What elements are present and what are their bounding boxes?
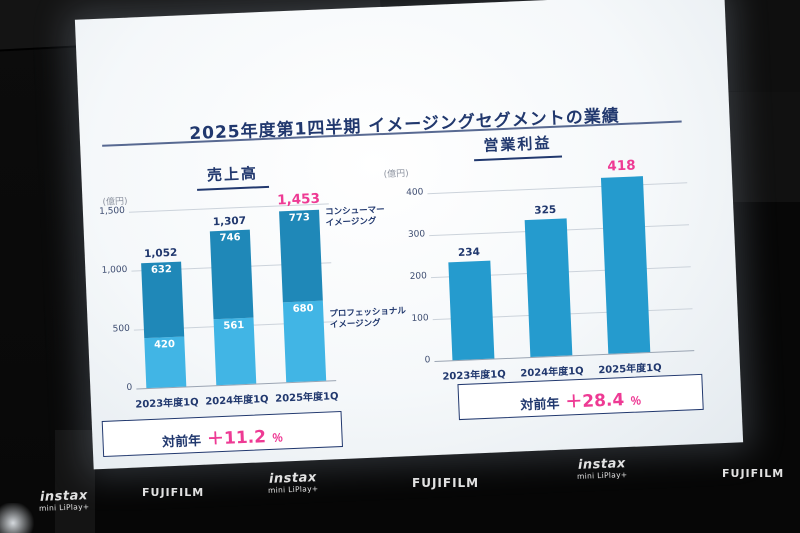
revenue-yoy-label: 対前年 — [161, 433, 202, 451]
profit-yoy-label: 対前年 — [520, 396, 560, 414]
bar-value-label: 325 — [534, 203, 557, 217]
y-axis-tick-label: 1,500 — [98, 205, 126, 217]
profit-unit-label: (億円) — [383, 168, 409, 181]
y-axis-tick-label: 1,000 — [101, 264, 128, 276]
profit-yoy-box: 対前年 ＋28.4 ％ — [457, 373, 704, 421]
revenue-yoy-percent-sign: ％ — [271, 431, 284, 445]
y-axis-tick-label: 500 — [112, 323, 131, 335]
profit-bar — [448, 260, 495, 361]
revenue-yoy-value: ＋11.2 — [206, 427, 267, 450]
bar-value-label: 234 — [457, 246, 481, 259]
annotation-consumer-imaging: コンシューマー イメージング — [324, 205, 385, 229]
profit-yoy-value: ＋28.4 — [564, 390, 625, 413]
segment-value-label: 632 — [150, 263, 173, 276]
y-axis-tick-label: 200 — [409, 271, 428, 283]
fujifilm-logo: FUJIFILM — [722, 467, 785, 480]
profit-yoy-percent-sign: ％ — [630, 394, 642, 408]
profit-chart-title: 営業利益 — [473, 131, 563, 162]
instax-liplay-logo: instax mini LiPlay+ — [267, 470, 319, 495]
bar-total-label: 1,052 — [143, 246, 178, 261]
y-axis-tick-label: 0 — [126, 382, 133, 393]
revenue-plot: 0 500 1,000 1,500 420 632 1,052 2023年度1Q 561 746 1… — [99, 191, 339, 411]
profit-bar — [600, 176, 651, 354]
x-axis-label: 2025年度1Q — [598, 362, 662, 377]
operating-profit-chart: 営業利益 (億円) 0 100 200 300 400 234 2023年度1Q 325 202… — [380, 125, 722, 439]
segment-value-label: 773 — [288, 212, 311, 225]
y-axis-tick-label: 400 — [406, 187, 424, 199]
y-axis-tick-label: 100 — [411, 313, 429, 324]
segment-value-label: 746 — [219, 232, 241, 244]
revenue-yoy-box: 対前年 ＋11.2 ％ — [101, 410, 343, 458]
y-axis-tick-label: 300 — [407, 229, 426, 241]
fujifilm-logo: FUJIFILM — [412, 476, 480, 490]
bar-value-label: 418 — [607, 157, 636, 175]
bar-professional-segment: 420 — [144, 336, 187, 389]
bar-professional-segment: 561 — [213, 317, 257, 386]
profit-bar — [524, 218, 573, 358]
fujifilm-logo: FUJIFILM — [142, 486, 205, 499]
presentation-slide: 2025年度第1四半期 イメージングセグメントの業績 売上高 (億円) 0 500… — [74, 0, 744, 470]
bar-consumer-segment: 632 — [141, 261, 185, 339]
revenue-chart-title: 売上高 — [196, 161, 269, 191]
segment-value-label: 561 — [223, 319, 245, 332]
profit-plot: 0 100 200 300 400 234 2023年度1Q 325 2024年度1Q 418 20… — [406, 157, 695, 383]
y-axis-tick-label: 0 — [424, 355, 431, 366]
bar-professional-segment: 680 — [282, 300, 327, 383]
segment-value-label: 420 — [153, 338, 176, 351]
stage-speaker — [55, 430, 95, 533]
x-axis-label: 2025年度1Q — [275, 391, 339, 405]
bar-consumer-segment: 746 — [209, 229, 254, 320]
segment-value-label: 680 — [292, 303, 314, 315]
instax-liplay-logo: instax mini LiPlay+ — [576, 456, 628, 481]
gridline-400 — [427, 182, 688, 195]
revenue-chart-header: 売上高 — [117, 159, 348, 195]
bar-consumer-segment: 773 — [279, 209, 323, 303]
instax-liplay-logo: instax mini LiPlay+ — [38, 488, 90, 513]
floor-light-spot — [0, 503, 36, 533]
bar-total-label: 1,307 — [212, 214, 247, 229]
